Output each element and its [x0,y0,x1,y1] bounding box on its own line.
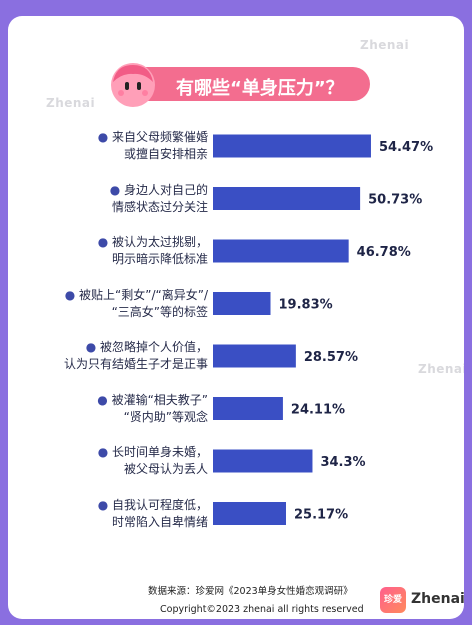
category-label-line: 或擅自安排相亲 [123,147,208,161]
bullet-icon: ● [85,340,100,354]
category-label: ● 身边人对自己的情感状态过分关注 [18,182,208,216]
bullet-icon: ● [97,130,112,144]
bar [213,502,286,525]
bar-value-label: 25.17% [294,508,348,523]
category-label: ● 被忽略掉个人价值， 认为只有结婚生子才是正事 [18,339,208,373]
girl-face-icon [111,63,155,107]
bar-value-label: 34.3% [320,455,365,470]
category-label: ● 被认为太过挑剔， 明示暗示降低标准 [18,234,208,268]
bar-chart: 54.47% 50.73% 46.78% 19.83% 28.57% 24.11% 34.3… [213,134,433,525]
bar-value-label: 19.83% [279,298,333,313]
bullet-icon: ● [109,182,124,197]
bar [213,397,283,420]
category-label-line: 时常陷入自卑情绪 [111,514,208,529]
bar [213,449,313,473]
bar-value-label: 46.78% [357,245,411,260]
bar [213,344,296,368]
category-label: ● 来自父母频繁催婚或擅自安排相亲 [18,129,208,163]
category-label-line: 被灌输“相夫教子” [111,392,208,407]
category-label: ● 自我认可程度低， 时常陷入自卑情绪 [18,497,208,531]
category-label-line: 长时间单身未婚， [111,445,208,459]
bullet-icon: ● [97,497,112,512]
category-label: ● 长时间单身未婚， 被父母认为丢人 [18,444,208,478]
bar [213,239,349,263]
category-label-line: 身边人对自己的 [123,182,208,197]
category-label-line: “三高女”等的标签 [111,304,208,319]
bar-value-label: 54.47% [379,140,433,155]
bullet-icon: ● [97,235,112,249]
bar [213,187,361,210]
title-pill [118,67,370,101]
zhenai-logo-text: Zhenai [411,591,464,607]
bar-value-label: 24.11% [291,403,345,418]
data-source: 数据来源：珍爱网《2023单身女性婚恋观调研》 [148,586,353,597]
bar-value-label: 50.73% [368,193,422,208]
title-banner: 有哪些“单身压力”？ [104,60,374,110]
category-label: ● 被贴上“剩女”/“离异女”/ “三高女”等的标签 [18,287,208,321]
category-label: ● 被灌输“相夫教子” “贤内助”等观念 [18,392,208,426]
bar-value-label: 28.57% [304,350,358,365]
bullet-icon: ● [97,392,112,407]
page-title: 有哪些“单身压力”？ [176,78,344,99]
bar [213,292,271,315]
category-label-line: 自我认可程度低， [111,497,208,512]
category-label-line: 来自父母频繁催婚 [111,130,208,144]
bullet-icon: ● [97,445,112,459]
bullet-icon: ● [64,287,80,302]
zhenai-logo-icon: 珍爱 [380,587,406,613]
category-label-line: 被父母认为丢人 [123,462,208,476]
copyright: Copyright©2023 zhenai all rights reserve… [160,604,364,615]
category-label-line: “贤内助”等观念 [123,409,208,424]
category-label-line: 被忽略掉个人价值， [99,340,208,354]
category-label-line: 认为只有结婚生子才是正事 [63,357,208,371]
category-label-line: 被认为太过挑剔， [111,235,208,249]
bar [213,134,371,158]
category-label-line: 被贴上“剩女”/“离异女”/ [79,287,208,302]
category-label-line: 明示暗示降低标准 [111,252,208,266]
infographic-card: Zhenai Zhenai Zhenai Zhenai 有哪些“单身压力”？ 5… [8,16,464,619]
category-label-line: 情感状态过分关注 [111,199,208,214]
